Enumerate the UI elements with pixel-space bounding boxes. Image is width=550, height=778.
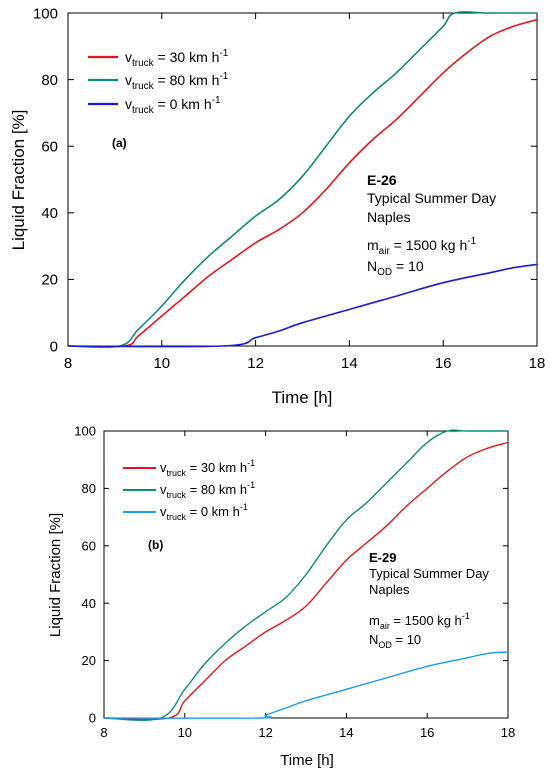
annotation-line: Naples — [367, 209, 411, 225]
chart-panel-a: 8 10 12 14 16 18 0 20 40 60 80 100 Time [h] Liquid … — [9, 5, 545, 407]
legend-label: vtruck = 0 km h-1 — [125, 95, 221, 116]
y-axis-title: Liquid Fraction [%] — [47, 513, 64, 637]
x-tick-label: 14 — [341, 355, 358, 372]
legend: vtruck = 30 km h-1 vtruck = 80 km h-1 vt… — [88, 48, 229, 116]
y-tick-label: 100 — [74, 424, 96, 439]
y-tick-label: 0 — [50, 338, 58, 355]
series-line — [67, 11, 537, 349]
axis-ticks: 8 10 12 14 16 18 0 20 40 60 80 100 — [33, 5, 545, 372]
series-lines — [67, 11, 538, 349]
x-tick-label: 10 — [153, 355, 170, 372]
annotation-line: Typical Summer Day — [367, 190, 496, 206]
y-tick-label: 60 — [82, 538, 96, 553]
axis-ticks: 8 10 12 14 16 18 0 20 40 60 80 100 — [74, 424, 515, 740]
y-tick-label: 100 — [33, 5, 58, 22]
x-tick-label: 16 — [420, 725, 434, 740]
y-tick-label: 0 — [89, 711, 96, 726]
x-tick-label: 12 — [247, 355, 264, 372]
x-tick-label: 18 — [529, 355, 546, 372]
plot-frame — [67, 12, 538, 347]
series-lines — [103, 429, 509, 721]
y-tick-label: 40 — [82, 596, 96, 611]
x-axis-title: Time [h] — [272, 388, 333, 407]
annotation-mair: mair = 1500 kg h-1 — [369, 611, 470, 631]
panel-label: (a) — [112, 136, 127, 150]
legend-item: vtruck = 0 km h-1 — [123, 502, 248, 522]
y-axis-title: Liquid Fraction [%] — [9, 110, 28, 251]
plot-frame — [103, 430, 509, 719]
y-tick-label: 60 — [41, 138, 58, 155]
legend-label: vtruck = 0 km h-1 — [160, 502, 248, 522]
x-tick-label: 18 — [501, 725, 515, 740]
annotation-nod: NOD = 10 — [369, 632, 421, 650]
chart-panel-b: 8 10 12 14 16 18 0 20 40 60 80 100 Time [h] Liquid … — [47, 424, 515, 769]
legend-label: vtruck = 30 km h-1 — [125, 48, 229, 69]
legend-item: vtruck = 0 km h-1 — [88, 95, 221, 116]
series-line — [67, 263, 538, 348]
y-tick-label: 80 — [82, 481, 96, 496]
x-tick-label: 12 — [258, 725, 272, 740]
annotation-line: Typical Summer Day — [369, 566, 489, 581]
annotation: E-29 Typical Summer Day Naples mair = 15… — [369, 550, 489, 650]
y-tick-label: 20 — [41, 272, 58, 289]
series-line — [103, 651, 509, 719]
x-tick-label: 8 — [64, 355, 72, 372]
legend-item: vtruck = 80 km h-1 — [123, 480, 255, 500]
legend-label: vtruck = 30 km h-1 — [160, 458, 255, 478]
legend-item: vtruck = 30 km h-1 — [88, 48, 229, 69]
annotation-mair: mair = 1500 kg h-1 — [367, 236, 477, 257]
annotation-title: E-26 — [367, 172, 397, 188]
annotation: E-26 Typical Summer Day Naples mair = 15… — [367, 172, 496, 278]
annotation-title: E-29 — [369, 550, 396, 565]
legend-label: vtruck = 80 km h-1 — [125, 71, 229, 92]
x-tick-label: 8 — [100, 725, 107, 740]
series-line — [67, 18, 538, 348]
annotation-nod: NOD = 10 — [367, 258, 424, 278]
x-axis-title: Time [h] — [280, 752, 334, 769]
x-tick-label: 10 — [178, 725, 192, 740]
legend: vtruck = 30 km h-1 vtruck = 80 km h-1 vt… — [123, 458, 255, 522]
x-tick-label: 16 — [435, 355, 452, 372]
annotation-line: Naples — [369, 582, 410, 597]
panel-label: (b) — [148, 538, 163, 552]
x-tick-label: 14 — [339, 725, 353, 740]
legend-label: vtruck = 80 km h-1 — [160, 480, 255, 500]
y-tick-label: 80 — [41, 72, 58, 89]
series-line — [103, 429, 508, 721]
y-tick-label: 40 — [41, 205, 58, 222]
legend-item: vtruck = 30 km h-1 — [123, 458, 255, 478]
series-line — [103, 441, 509, 721]
y-tick-label: 20 — [82, 653, 96, 668]
legend-item: vtruck = 80 km h-1 — [88, 71, 229, 92]
